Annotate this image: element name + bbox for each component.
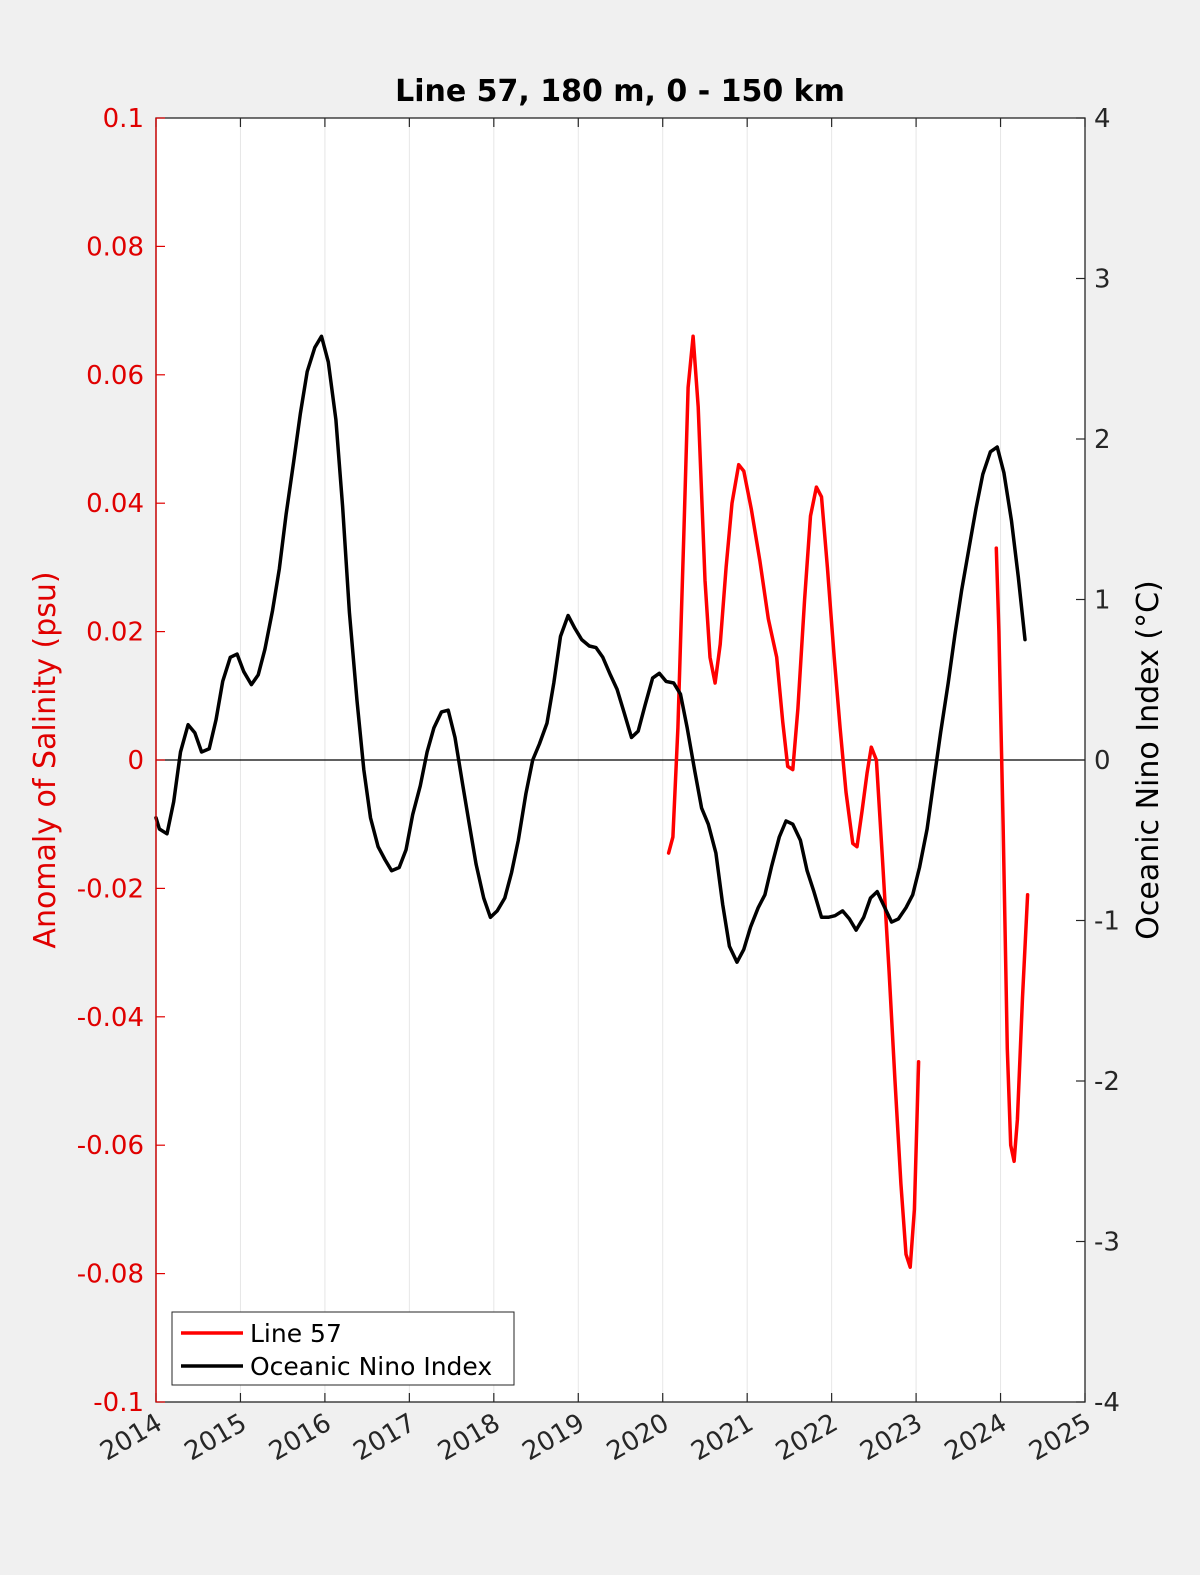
y-right-tick-label: 3 <box>1094 265 1111 295</box>
y-left-tick-label: 0 <box>127 746 144 776</box>
line57-series-line-1 <box>994 546 1030 1164</box>
y-left-tick-label: -0.04 <box>77 1003 144 1033</box>
y-left-tick-label: -0.1 <box>93 1388 144 1418</box>
y-left-tick-label: 0.06 <box>86 361 144 391</box>
y-right-tick-label: -4 <box>1094 1388 1120 1418</box>
y-right-tick-label: 1 <box>1094 586 1111 616</box>
y-left-tick-label: 0.02 <box>86 618 144 648</box>
legend-box <box>171 1311 515 1386</box>
chart-title: Line 57, 180 m, 0 - 150 km <box>395 74 845 109</box>
y-left-tick-label: 0.04 <box>86 489 144 519</box>
legend: Line 57 Oceanic Nino Index <box>171 1311 515 1386</box>
y-right-tick-label: -2 <box>1094 1067 1120 1097</box>
oni-series-line-0 <box>154 334 1027 964</box>
y-right-tick-label: 4 <box>1094 104 1111 134</box>
y-right-tick-label: 0 <box>1094 746 1111 776</box>
y-left-tick-label: -0.06 <box>77 1131 144 1161</box>
line57-series-line-0 <box>666 334 921 1269</box>
y-left-tick-label: 0.1 <box>103 104 144 134</box>
y-axis-right-label: Oceanic Nino Index (°C) <box>1131 580 1166 940</box>
y-left-tick-label: -0.02 <box>77 874 144 904</box>
y-axis-left-label: Anomaly of Salinity (psu) <box>28 571 63 948</box>
y-right-tick-label: -3 <box>1094 1228 1120 1258</box>
y-axis-left: 0.1 0.08 0.06 0.04 0.02 0 -0.02 -0.04 -0.06 -0.08… <box>77 104 165 1418</box>
legend-label-oni: Oceanic Nino Index <box>250 1352 492 1381</box>
y-right-tick-label: 2 <box>1094 425 1111 455</box>
y-left-tick-label: -0.08 <box>77 1260 144 1290</box>
series-layer <box>154 334 1030 1269</box>
y-axis-right: 4 3 2 1 0 -1 -2 -3 -4 <box>1076 104 1120 1418</box>
y-left-tick-label: 0.08 <box>86 232 144 262</box>
legend-label-line57: Line 57 <box>250 1319 342 1348</box>
y-right-tick-label: -1 <box>1094 907 1120 937</box>
